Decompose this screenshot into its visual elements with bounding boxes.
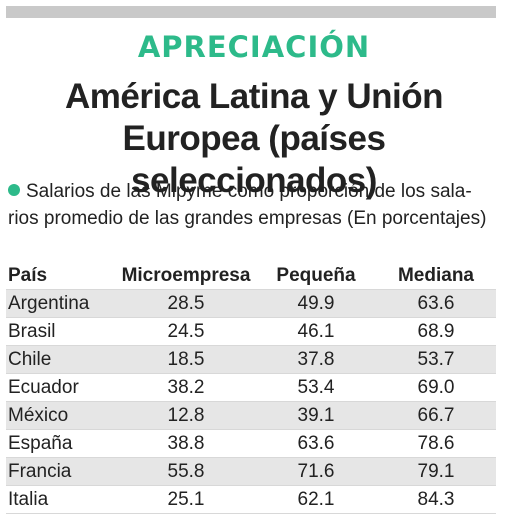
cell-small: 53.4	[256, 373, 376, 402]
cell-country: Brasil	[6, 317, 116, 346]
cell-country: Chile	[6, 345, 116, 374]
subtitle: Salarios de las Mipyme como proporción d…	[8, 178, 500, 232]
cell-medium: 79.1	[376, 457, 496, 486]
kicker: APRECIACIÓN	[137, 30, 371, 64]
table-row: Chile 18.5 37.8 53.7	[6, 345, 496, 374]
cell-small: 49.9	[256, 289, 376, 318]
cell-medium: 68.9	[376, 317, 496, 346]
top-bar	[6, 6, 496, 18]
cell-country: Italia	[6, 485, 116, 514]
cell-country: México	[6, 401, 116, 430]
cell-country: Ecuador	[6, 373, 116, 402]
cell-micro: 55.8	[116, 457, 256, 486]
cell-medium: 69.0	[376, 373, 496, 402]
cell-micro: 28.5	[116, 289, 256, 318]
cell-small: 62.1	[256, 485, 376, 514]
page-title: América Latina y Unión Europea (países s…	[0, 76, 508, 202]
cell-medium: 66.7	[376, 401, 496, 430]
cell-medium: 84.3	[376, 485, 496, 514]
cell-medium: 78.6	[376, 429, 496, 458]
subtitle-text-1: Salarios de las Mipyme como proporción d…	[26, 181, 472, 202]
table-row: Ecuador 38.2 53.4 69.0	[6, 373, 496, 402]
table-row: Francia 55.8 71.6 79.1	[6, 457, 496, 486]
cell-country: España	[6, 429, 116, 458]
cell-country: Argentina	[6, 289, 116, 318]
table-row: Argentina 28.5 49.9 63.6	[6, 289, 496, 318]
header-medium: Mediana	[397, 265, 475, 286]
cell-micro: 18.5	[116, 345, 256, 374]
title-line-1: América Latina y Unión	[65, 77, 443, 116]
table-header-row: País Microempresa Pequeña Mediana	[6, 263, 496, 290]
table-row: Italia 25.1 62.1 84.3	[6, 485, 496, 514]
subtitle-line-2: rios promedio de las grandes empresas (E…	[8, 208, 487, 229]
cell-medium: 53.7	[376, 345, 496, 374]
cell-small: 39.1	[256, 401, 376, 430]
cell-medium: 63.6	[376, 289, 496, 318]
table-row: España 38.8 63.6 78.6	[6, 429, 496, 458]
cell-micro: 25.1	[116, 485, 256, 514]
table-row: Brasil 24.5 46.1 68.9	[6, 317, 496, 346]
table-row: México 12.8 39.1 66.7	[6, 401, 496, 430]
title-line-2: Europea (países seleccionados)	[122, 119, 386, 200]
header-micro: Microempresa	[121, 265, 251, 286]
cell-country: Francia	[6, 457, 116, 486]
bullet-icon	[8, 184, 20, 196]
cell-micro: 38.2	[116, 373, 256, 402]
header-small: Pequeña	[276, 265, 356, 286]
cell-micro: 12.8	[116, 401, 256, 430]
header-country: País	[8, 265, 48, 286]
subtitle-line-1: Salarios de las Mipyme como proporción d…	[8, 178, 500, 205]
cell-small: 37.8	[256, 345, 376, 374]
cell-micro: 38.8	[116, 429, 256, 458]
cell-small: 63.6	[256, 429, 376, 458]
cell-small: 71.6	[256, 457, 376, 486]
cell-micro: 24.5	[116, 317, 256, 346]
data-table: País Microempresa Pequeña Mediana Argent…	[6, 263, 496, 514]
cell-small: 46.1	[256, 317, 376, 346]
